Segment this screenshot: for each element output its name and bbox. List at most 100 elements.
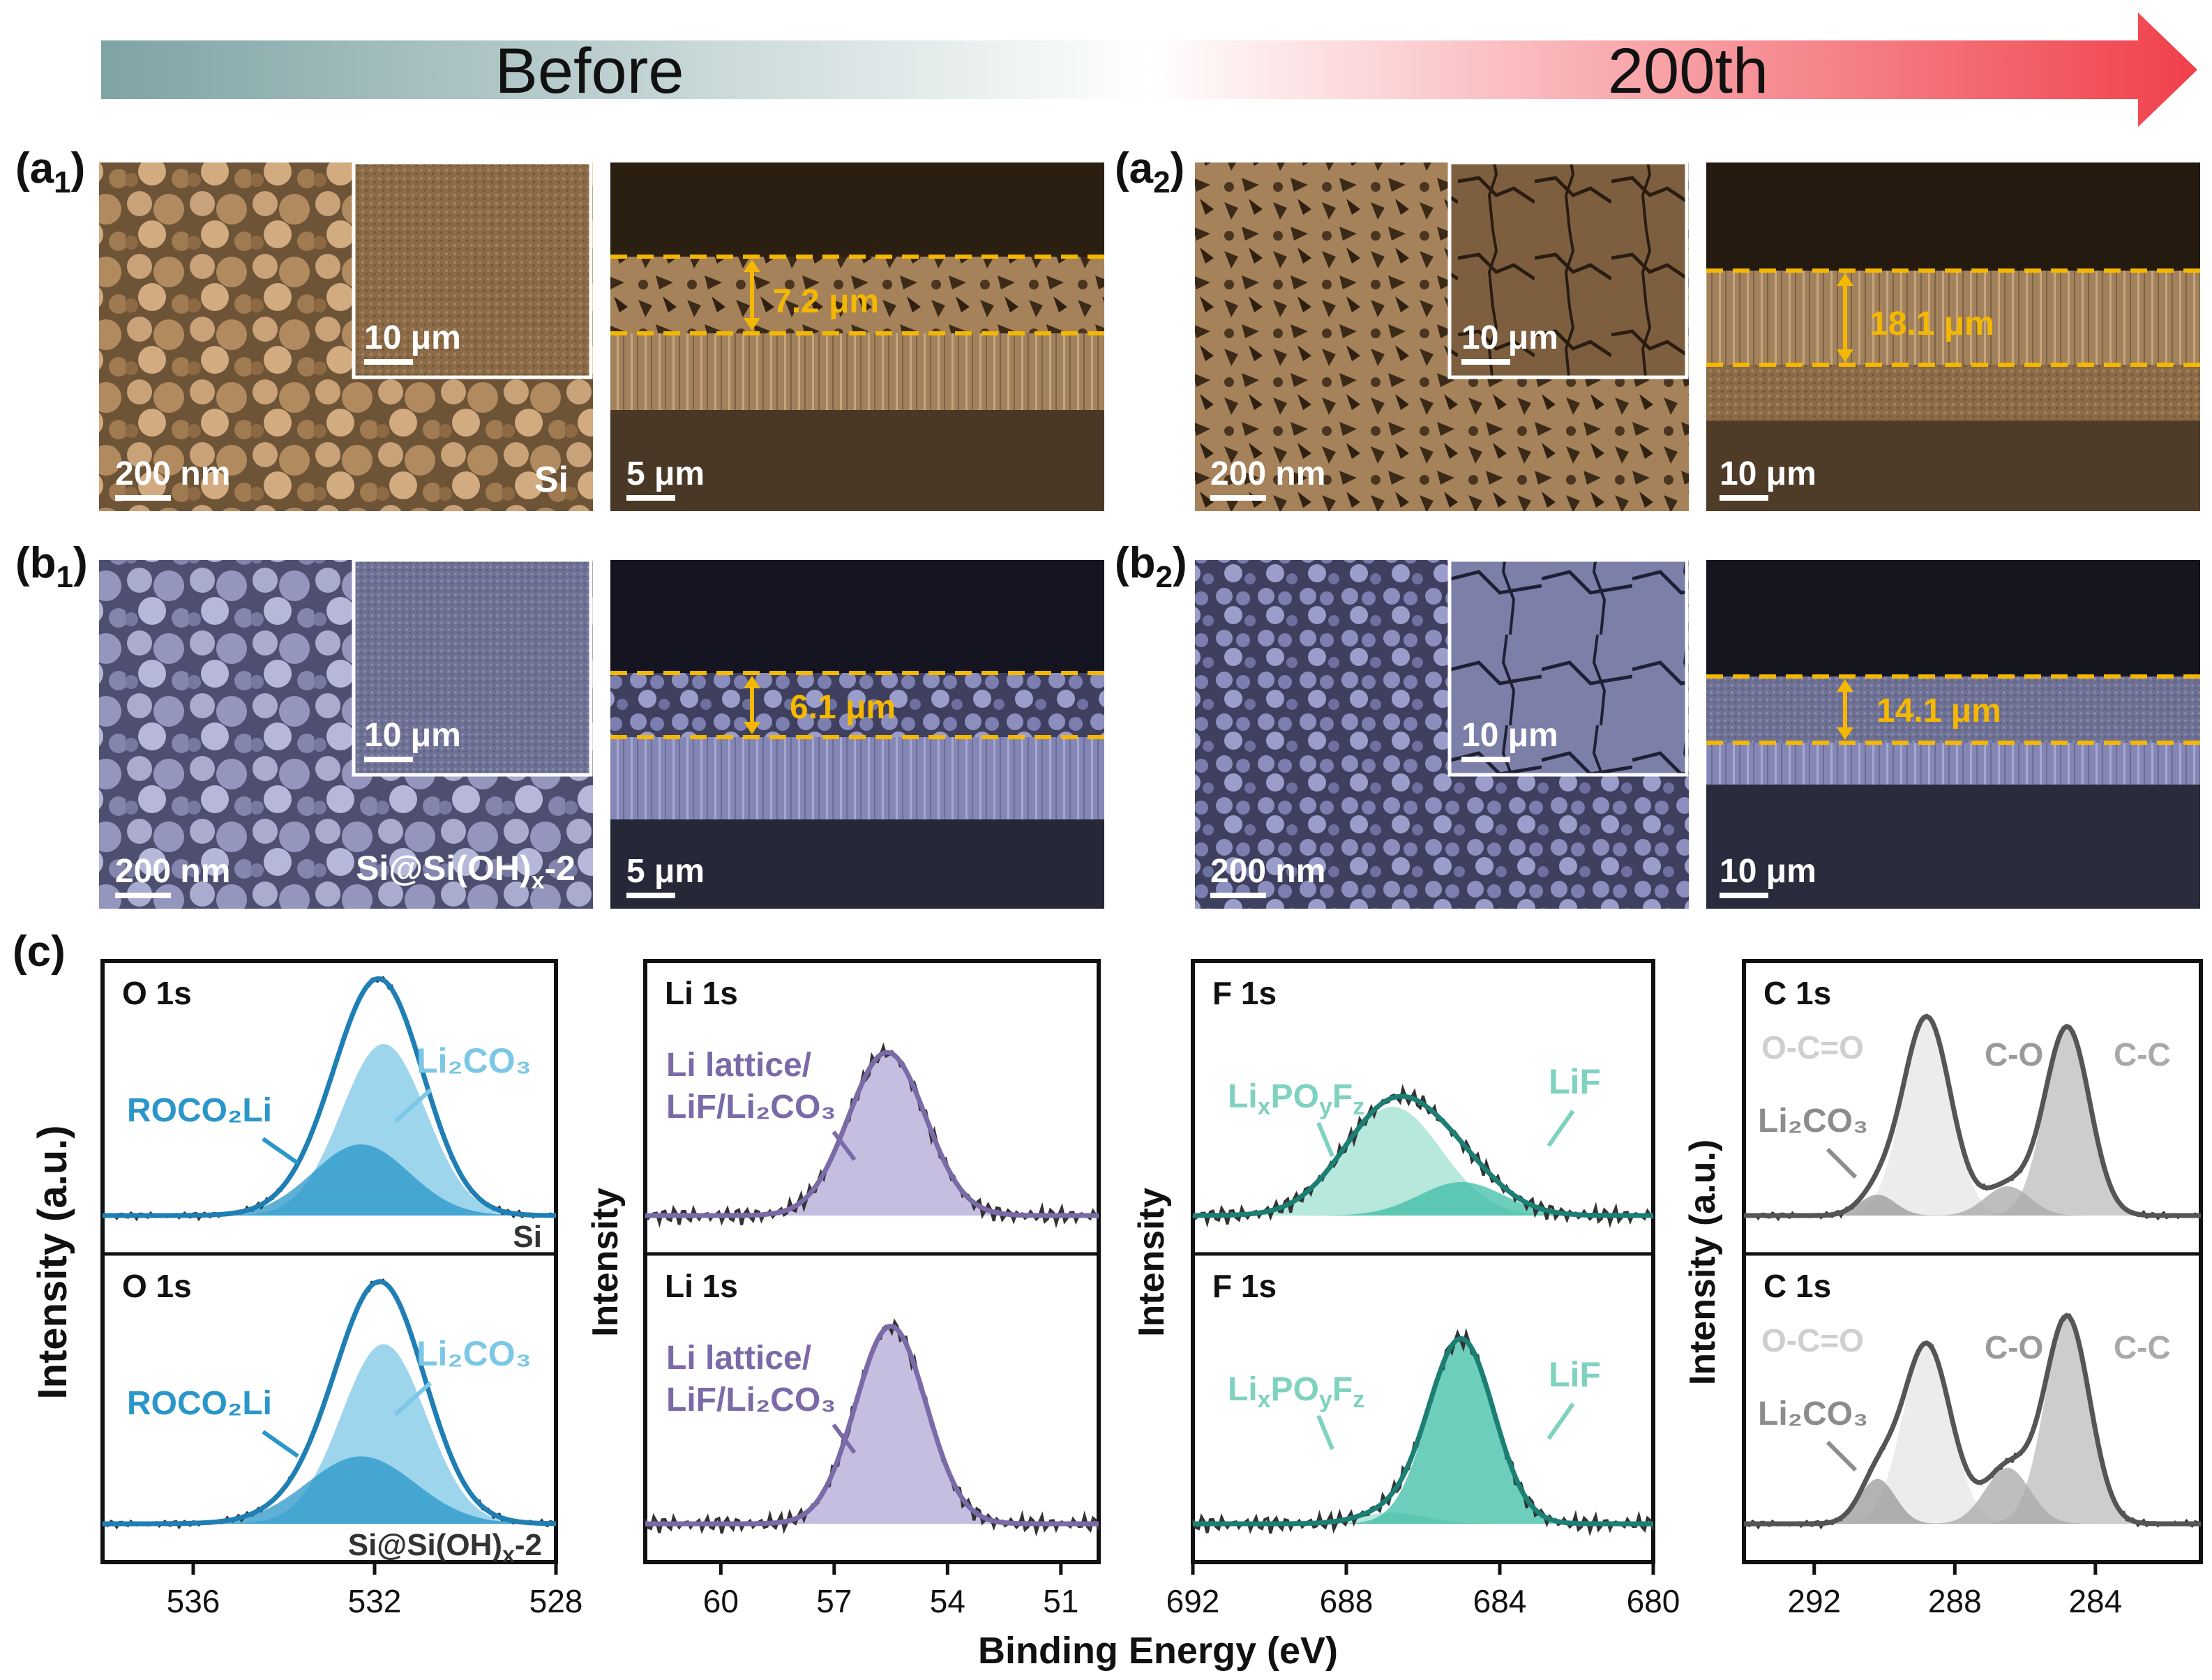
cross-scale-a1: 5 μm: [626, 455, 705, 492]
peak-label-c-c: C-C: [2114, 1329, 2171, 1365]
spectrum-title: F 1s: [1212, 1268, 1277, 1304]
fit-envelope-line: [103, 976, 556, 1218]
x-tick-label: 692: [1166, 1583, 1220, 1619]
surface-scale-a2: 200 nm: [1210, 455, 1325, 492]
xps-panels: 536 532 528 Intensity (a.u.) O 1s Li₂CO₃ ROCO₂…: [30, 959, 2203, 1619]
peak-li2co3: [103, 1044, 556, 1216]
surface-scale-b2: 200 nm: [1210, 853, 1325, 890]
peak-arrow: [393, 1381, 432, 1416]
peak-lif: [1193, 1182, 1653, 1216]
fit-envelope-line: [1193, 1093, 1653, 1218]
peak-li2co3: [1744, 1195, 2201, 1216]
sem-surface-a1: 10 μm 200 nm Si: [99, 160, 593, 511]
peak-label-c-o: C-O: [1985, 1329, 2043, 1365]
x-tick-label: 54: [930, 1583, 965, 1619]
thickness-a2: 18.1 μm: [1869, 305, 1994, 342]
banner: Before 200th: [101, 13, 2197, 127]
inset-scale-b2: 10 μm: [1461, 717, 1558, 754]
spectrum-title: O 1s: [122, 975, 192, 1011]
fit-envelope-line: [1744, 1013, 2201, 1218]
y-axis-label: Intensity: [1131, 1188, 1172, 1337]
y-axis-label: Intensity (a.u.): [1683, 1140, 1723, 1385]
panel-label-b2: (b2): [1115, 539, 1187, 594]
peak-arrow: [1316, 1414, 1334, 1451]
sample-label: Si: [513, 1220, 542, 1254]
peak-label-li-lattice: Li lattice/: [666, 1340, 811, 1377]
sem-cross-b2: 14.1 μm 10 μm: [1706, 560, 2200, 909]
peak-li2co3: [1744, 1478, 2201, 1524]
peak-c-o: [1744, 1467, 2201, 1524]
peak-label-li2co3: Li₂CO₃: [1758, 1395, 1868, 1432]
y-axis-label: Intensity (a.u.): [30, 1125, 75, 1399]
peak-label-lixpoyfz: LixPOyFz: [1228, 1078, 1364, 1120]
panel-label-a1: (a1): [15, 144, 85, 199]
peak-label-li2co3: Li₂CO₃: [1758, 1103, 1868, 1140]
xps-chart-f-1s: 692 688 684 680 Intensity F 1s LixPOyFz LiF F 1s…: [1131, 959, 1680, 1619]
peak-label-o-c-o: O-C=O: [1761, 1322, 1864, 1359]
fit-envelope-line: [645, 1324, 1099, 1527]
sem-surface-b1: 10 μm 200 nm Si@Si(OH)x-2: [99, 558, 593, 909]
chart-frame: [100, 959, 558, 1564]
surface-scale-b1: 200 nm: [115, 853, 230, 890]
x-tick-label: 528: [529, 1583, 583, 1619]
peak-li-lattice-lif-li2co3: [645, 1052, 1099, 1216]
peak-arrow: [832, 1423, 857, 1454]
banner-arrow: [101, 13, 2197, 127]
peak-label-lif: LiF: [1549, 1355, 1601, 1394]
xps-chart-c-1s: 292 288 284 Intensity (a.u.) C 1s O-C=O C-O C-C…: [1683, 959, 2203, 1619]
x-tick-label: 536: [167, 1583, 220, 1619]
peak-lixpoyfz: [1193, 1107, 1653, 1216]
peak-roco2li: [103, 1144, 556, 1216]
x-tick-label: 57: [816, 1583, 852, 1619]
panel-label-a2: (a2): [1115, 144, 1184, 199]
peak-c-c: [1744, 1317, 2201, 1524]
peak-arrow: [393, 1088, 432, 1123]
peak-label-lixpoyfz: LixPOyFz: [1228, 1371, 1364, 1413]
fit-envelope-line: [103, 1279, 557, 1527]
sem-cross-a1: 7.2 μm 5 μm: [610, 162, 1104, 511]
cross-scale-a2: 10 μm: [1720, 455, 1816, 492]
fit-envelope-line: [1744, 1312, 2201, 1527]
peak-arrow: [832, 1130, 857, 1161]
peak-label-lif: LiF: [1549, 1062, 1601, 1101]
inset-a2: [1447, 160, 1689, 379]
peak-roco2li: [103, 1456, 556, 1524]
sem-surface-b2: 10 μm 200 nm: [1195, 558, 1689, 909]
fit-envelope-line: [645, 1050, 1099, 1218]
x-tick-label: 60: [703, 1583, 739, 1619]
cross-scale-b2: 10 μm: [1720, 853, 1816, 890]
xps-chart-o-1s: 536 532 528 Intensity (a.u.) O 1s Li₂CO₃ ROCO₂…: [30, 959, 583, 1619]
peak-label-o-c-o: O-C=O: [1761, 1029, 1864, 1066]
section-c-label: (c): [13, 928, 66, 976]
inset-b2: [1447, 558, 1689, 777]
sample-label: Si@Si(OH)x-2: [348, 1528, 542, 1567]
cross-scale-b1: 5 μm: [626, 853, 705, 890]
sample-label-a: Si: [534, 460, 569, 500]
inset-b1: [352, 558, 593, 777]
peak-o-c-o: [1744, 1344, 2201, 1524]
peak-arrow: [1547, 1402, 1575, 1440]
xps-chart-li-1s: 60 57 54 51 Intensity Li 1s Li lattice/LiF/Li₂…: [585, 959, 1101, 1619]
spectrum-title: C 1s: [1763, 975, 1831, 1011]
thickness-b1: 6.1 μm: [790, 689, 896, 726]
peak-arrow: [1826, 1440, 1858, 1472]
peak-c-c: [1744, 1027, 2201, 1216]
inset-scale-b1: 10 μm: [364, 717, 461, 754]
peak-li-lattice-lif-li2co3: [645, 1326, 1099, 1524]
chart-frame: [1191, 959, 1655, 1564]
peak-label-roco2li: ROCO₂Li: [127, 1092, 272, 1129]
peak-arrow: [1547, 1110, 1575, 1147]
x-tick-label: 284: [2068, 1583, 2122, 1619]
peak-label-lif-li2co3: LiF/Li₂CO₃: [666, 1089, 836, 1126]
peak-arrow: [262, 1430, 299, 1458]
spectrum-title: O 1s: [122, 1268, 192, 1304]
x-tick-label: 680: [1627, 1583, 1680, 1619]
shared-xlabel: Binding Energy (eV): [978, 1630, 1338, 1672]
peak-li2co3: [103, 1344, 556, 1524]
panel-label-b1: (b1): [15, 539, 88, 594]
x-tick-label: 684: [1473, 1583, 1527, 1619]
peak-label-li-lattice: Li lattice/: [666, 1047, 811, 1084]
x-tick-label: 288: [1928, 1583, 1982, 1619]
chart-frame: [643, 959, 1101, 1564]
